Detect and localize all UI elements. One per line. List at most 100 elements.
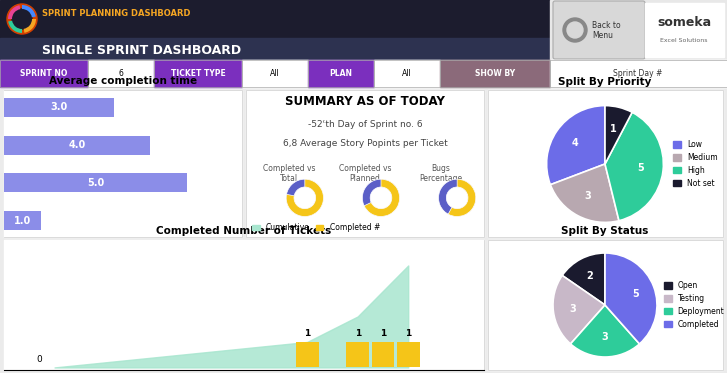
Wedge shape [362, 179, 400, 216]
Bar [4, 173, 187, 192]
Text: 5: 5 [632, 289, 638, 298]
Bar [550, 60, 727, 87]
Text: SPRINT PLANNING DASHBOARD: SPRINT PLANNING DASHBOARD [42, 9, 190, 19]
Text: -52ʿth Day of Sprint no. 6: -52ʿth Day of Sprint no. 6 [308, 120, 422, 129]
Text: PLAN: PLAN [329, 69, 353, 78]
Wedge shape [605, 106, 632, 164]
Text: 1: 1 [379, 329, 386, 338]
Bar [440, 60, 550, 87]
Legend: Cumulative, Completed #: Cumulative, Completed # [249, 220, 383, 235]
Text: All: All [270, 69, 280, 78]
Text: someka: someka [657, 16, 711, 28]
Bar [4, 240, 484, 370]
Text: Excel Solutions: Excel Solutions [660, 38, 708, 43]
Text: 4.0: 4.0 [68, 140, 86, 150]
Text: SHOW BY: SHOW BY [475, 69, 515, 78]
Bar [0, 60, 727, 87]
FancyBboxPatch shape [553, 1, 645, 59]
Wedge shape [438, 179, 475, 216]
Bar [308, 60, 374, 87]
Text: Back to: Back to [592, 22, 621, 31]
Legend: Low, Medium, High, Not set: Low, Medium, High, Not set [670, 137, 720, 191]
Wedge shape [22, 5, 36, 17]
Text: 3: 3 [570, 304, 577, 314]
Title: Split By Status: Split By Status [561, 226, 648, 236]
Bar [371, 342, 394, 367]
Bar [246, 90, 484, 237]
Text: 5: 5 [638, 163, 644, 173]
Bar [4, 90, 242, 237]
Text: TICKET TYPE: TICKET TYPE [171, 69, 225, 78]
Bar [374, 60, 440, 87]
Text: 0: 0 [36, 355, 42, 364]
Bar [488, 90, 723, 237]
Wedge shape [8, 5, 20, 19]
Bar [0, 38, 550, 60]
Wedge shape [8, 21, 22, 33]
Text: 1: 1 [304, 329, 310, 338]
Text: 2: 2 [587, 272, 593, 282]
Text: Sprint Day #: Sprint Day # [614, 69, 663, 78]
Text: Menu: Menu [592, 31, 613, 41]
Bar [346, 342, 369, 367]
Text: 3: 3 [602, 332, 608, 342]
Text: SINGLE SPRINT DASHBOARD: SINGLE SPRINT DASHBOARD [42, 44, 241, 56]
Bar [0, 60, 88, 87]
Text: 4: 4 [572, 138, 579, 148]
Bar [374, 60, 440, 87]
Text: Completed vs
Total: Completed vs Total [262, 164, 315, 184]
Circle shape [12, 9, 32, 29]
Bar [88, 60, 154, 87]
Bar [242, 60, 308, 87]
Circle shape [567, 22, 583, 38]
Title: Split By Priority: Split By Priority [558, 78, 651, 87]
Text: 1.0: 1.0 [14, 216, 31, 226]
Bar [308, 60, 374, 87]
Text: 3.0: 3.0 [50, 102, 68, 112]
Bar [488, 240, 723, 370]
Wedge shape [24, 19, 36, 33]
Bar [4, 90, 242, 237]
Bar [0, 0, 727, 38]
Bar [296, 342, 318, 367]
Bar [4, 211, 41, 231]
Bar [645, 3, 724, 57]
Wedge shape [286, 179, 324, 216]
Wedge shape [553, 276, 605, 344]
Circle shape [563, 18, 587, 42]
Text: Bugs
Percentage: Bugs Percentage [419, 164, 462, 184]
Bar [0, 60, 88, 87]
Wedge shape [448, 179, 475, 216]
Bar [246, 90, 484, 237]
Bar [154, 60, 242, 87]
Wedge shape [562, 253, 605, 305]
Wedge shape [605, 112, 664, 221]
Text: 1: 1 [405, 329, 411, 338]
Circle shape [7, 4, 37, 34]
Legend: Open, Testing, Deployment, Completed: Open, Testing, Deployment, Completed [661, 278, 727, 332]
Text: 1: 1 [610, 124, 617, 134]
Text: 5.0: 5.0 [87, 178, 104, 188]
Text: SPRINT NO: SPRINT NO [20, 69, 68, 78]
Bar [154, 60, 242, 87]
Bar [242, 60, 308, 87]
Title: Average completion time: Average completion time [49, 76, 197, 86]
Bar [440, 60, 550, 87]
Text: 6: 6 [119, 69, 124, 78]
Wedge shape [550, 164, 619, 222]
Text: SUMMARY AS OF TODAY: SUMMARY AS OF TODAY [285, 95, 445, 109]
Text: All: All [402, 69, 412, 78]
Bar [550, 0, 727, 60]
Text: 1: 1 [355, 329, 361, 338]
Bar [397, 342, 419, 367]
Bar [488, 240, 723, 370]
Bar [4, 135, 150, 154]
Wedge shape [286, 179, 324, 216]
Bar [550, 60, 727, 87]
Text: 3: 3 [585, 191, 592, 201]
Title: Completed Number of Tickets: Completed Number of Tickets [156, 226, 332, 236]
Bar [488, 90, 723, 237]
Text: Completed vs
Planned: Completed vs Planned [339, 164, 391, 184]
Bar [4, 240, 484, 370]
Bar [4, 98, 114, 117]
